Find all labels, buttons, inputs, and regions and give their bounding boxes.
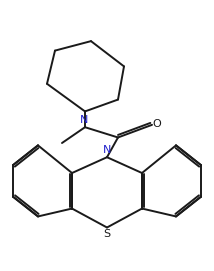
Text: O: O [152,119,161,129]
Text: S: S [103,228,111,238]
Text: N: N [80,115,88,125]
Text: N: N [103,145,111,155]
